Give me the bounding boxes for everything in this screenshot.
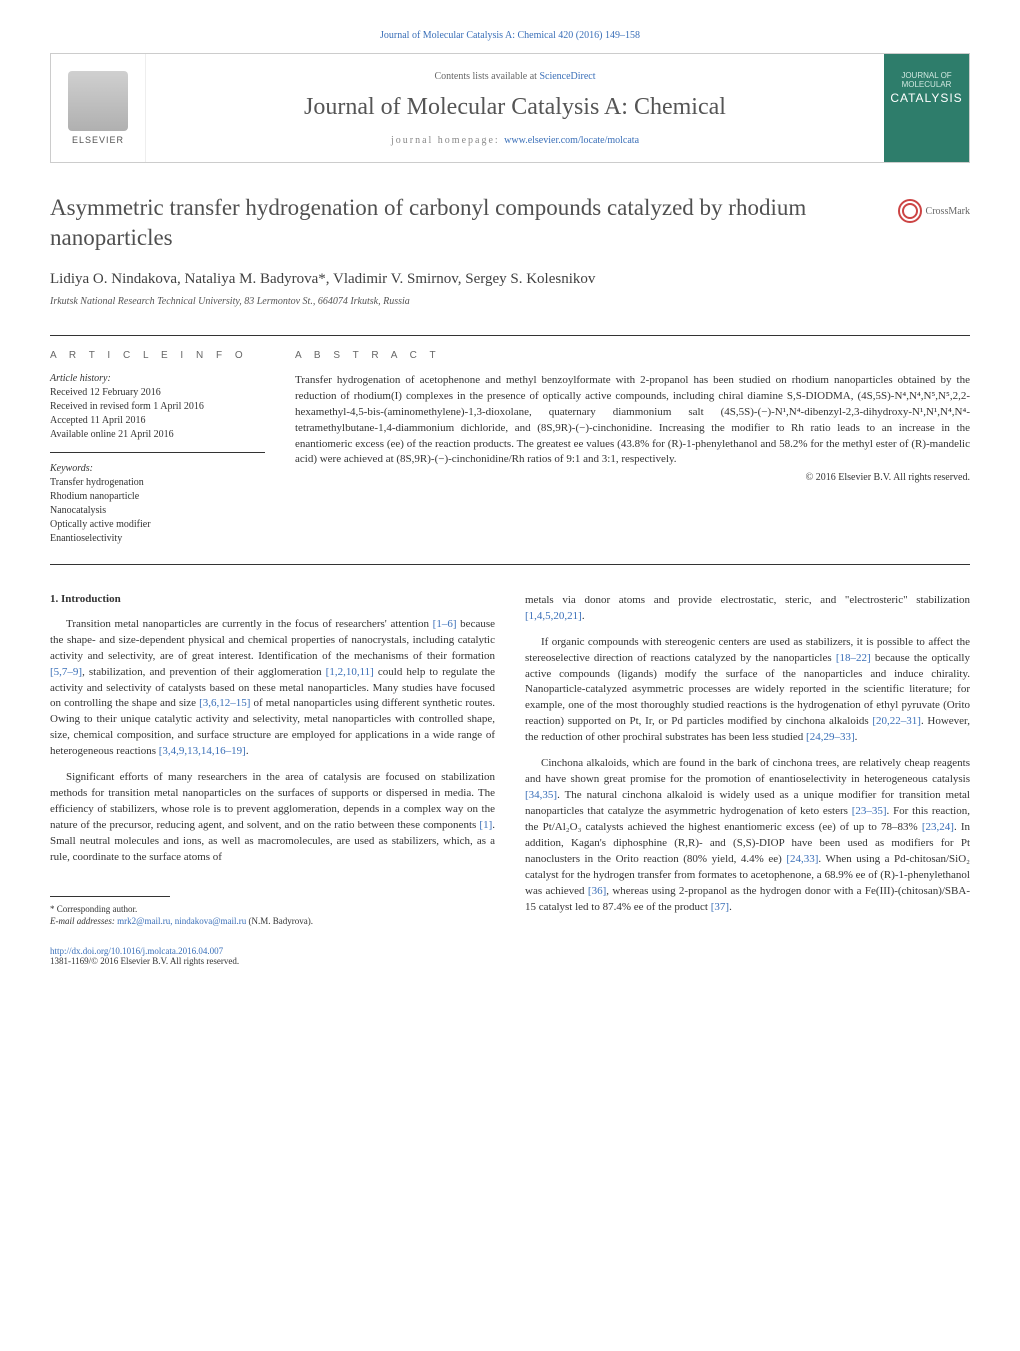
top-citation: Journal of Molecular Catalysis A: Chemic… (50, 30, 970, 41)
email-line: E-mail addresses: mrk2@mail.ru, nindakov… (50, 915, 495, 928)
body-paragraph: Significant efforts of many researchers … (50, 770, 495, 866)
keywords-label: Keywords: (50, 463, 265, 474)
cover-small-text: JOURNAL OF MOLECULAR (892, 71, 962, 89)
footnote-separator (50, 896, 170, 897)
elsevier-tree-icon (68, 71, 128, 131)
keyword: Nanocatalysis (50, 504, 265, 518)
crossmark-icon (898, 199, 922, 223)
issn-line: 1381-1169/© 2016 Elsevier B.V. All right… (50, 956, 239, 966)
history-line: Accepted 11 April 2016 (50, 414, 265, 428)
body-paragraph: metals via donor atoms and provide elect… (525, 593, 970, 625)
citation-link[interactable]: [23,24] (922, 821, 954, 833)
body-paragraph: Cinchona alkaloids, which are found in t… (525, 756, 970, 915)
history-line: Received in revised form 1 April 2016 (50, 400, 265, 414)
citation-link[interactable]: [23–35] (852, 805, 887, 817)
article-title: Asymmetric transfer hydrogenation of car… (50, 193, 878, 253)
abstract: A B S T R A C T Transfer hydrogenation o… (295, 350, 970, 546)
abstract-text: Transfer hydrogenation of acetophenone a… (295, 373, 970, 469)
crossmark-badge[interactable]: CrossMark (898, 199, 970, 223)
citation-link[interactable]: [37] (711, 901, 729, 913)
history-line: Available online 21 April 2016 (50, 428, 265, 442)
elsevier-label: ELSEVIER (72, 135, 124, 145)
citation-link[interactable]: [5,7–9] (50, 666, 82, 678)
doi-link[interactable]: http://dx.doi.org/10.1016/j.molcata.2016… (50, 946, 223, 956)
keyword: Optically active modifier (50, 518, 265, 532)
keyword: Rhodium nanoparticle (50, 490, 265, 504)
email-link[interactable]: mrk2@mail.ru, nindakova@mail.ru (117, 916, 246, 926)
journal-title: Journal of Molecular Catalysis A: Chemic… (304, 94, 726, 121)
crossmark-label: CrossMark (926, 206, 970, 217)
body-paragraph: Transition metal nanoparticles are curre… (50, 617, 495, 760)
elsevier-logo: ELSEVIER (51, 54, 146, 162)
header-center: Contents lists available at ScienceDirec… (146, 54, 884, 162)
citation-link[interactable]: [3,4,9,13,14,16–19] (159, 745, 246, 757)
info-heading: A R T I C L E I N F O (50, 350, 265, 361)
left-column: 1. Introduction Transition metal nanopar… (50, 593, 495, 966)
citation-link[interactable]: [18–22] (836, 652, 871, 664)
citation-link[interactable]: [1,4,5,20,21] (525, 610, 582, 622)
citation-link[interactable]: [1,2,10,11] (326, 666, 374, 678)
right-column: metals via donor atoms and provide elect… (525, 593, 970, 966)
history-line: Received 12 February 2016 (50, 386, 265, 400)
journal-homepage: journal homepage: www.elsevier.com/locat… (391, 135, 639, 146)
abstract-heading: A B S T R A C T (295, 350, 970, 361)
homepage-link[interactable]: www.elsevier.com/locate/molcata (504, 135, 639, 146)
citation-link[interactable]: [24,29–33] (806, 731, 855, 743)
citation-link[interactable]: [1] (479, 819, 492, 831)
affiliation: Irkutsk National Research Technical Univ… (50, 296, 970, 307)
body-paragraph: If organic compounds with stereogenic ce… (525, 635, 970, 747)
history-label: Article history: (50, 373, 265, 384)
keyword: Transfer hydrogenation (50, 476, 265, 490)
citation-link[interactable]: [24,33] (786, 853, 818, 865)
cover-title: CATALYSIS (890, 91, 962, 105)
sciencedirect-link[interactable]: ScienceDirect (539, 71, 595, 82)
citation-link[interactable]: [20,22–31] (872, 715, 921, 727)
authors: Lidiya O. Nindakova, Nataliya M. Badyrov… (50, 271, 970, 288)
corresponding-author: * Corresponding author. (50, 903, 495, 916)
citation-link[interactable]: [36] (588, 885, 606, 897)
citation-link[interactable]: [3,6,12–15] (199, 697, 250, 709)
abstract-copyright: © 2016 Elsevier B.V. All rights reserved… (295, 472, 970, 483)
journal-cover: JOURNAL OF MOLECULAR CATALYSIS (884, 54, 969, 162)
citation-link[interactable]: [34,35] (525, 789, 557, 801)
keyword: Enantioselectivity (50, 532, 265, 546)
article-info: A R T I C L E I N F O Article history: R… (50, 350, 265, 546)
contents-line: Contents lists available at ScienceDirec… (434, 71, 595, 82)
body-columns: 1. Introduction Transition metal nanopar… (50, 593, 970, 966)
doi-block: http://dx.doi.org/10.1016/j.molcata.2016… (50, 946, 495, 966)
section-heading: 1. Introduction (50, 593, 495, 605)
journal-header: ELSEVIER Contents lists available at Sci… (50, 53, 970, 163)
citation-link[interactable]: [1–6] (433, 618, 457, 630)
